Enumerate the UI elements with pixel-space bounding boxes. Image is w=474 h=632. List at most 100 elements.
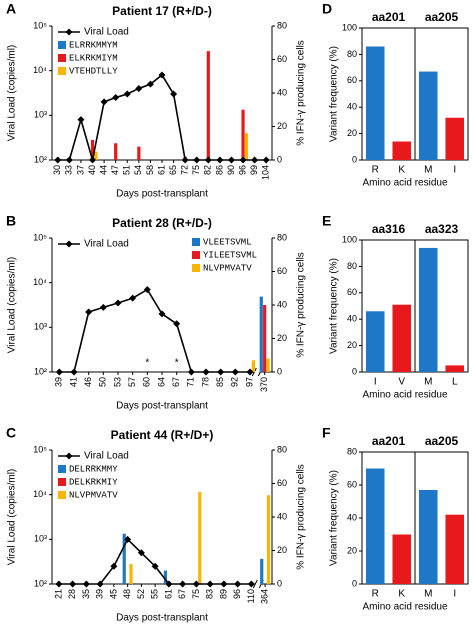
bar (445, 365, 465, 372)
panel-letter: F (322, 425, 331, 441)
x-tick-label: 61 (156, 165, 166, 175)
bar (445, 117, 465, 160)
y2-tick-label: 80 (277, 20, 287, 30)
y-axis-label: Variant frequency (%) (329, 46, 340, 142)
legend-swatch (58, 491, 66, 499)
x-tick-label: M (424, 165, 432, 176)
line-marker (170, 90, 178, 98)
legend-swatch (58, 465, 66, 473)
y-axis-label: Viral Load (copies/ml) (7, 469, 18, 566)
group-label: aa205 (425, 434, 459, 448)
line-marker (246, 368, 254, 376)
line-marker (151, 562, 159, 570)
bar (244, 133, 249, 160)
x-tick-label: K (398, 165, 405, 176)
line-marker (165, 580, 173, 588)
y-tick-label: 10⁵ (33, 20, 47, 30)
x-tick-label: 45 (108, 589, 118, 599)
line-marker (217, 368, 225, 376)
x-tick-label: 75 (191, 589, 201, 599)
legend-swatch (192, 264, 200, 272)
legend-marker (65, 28, 73, 36)
legend-label: YILEETSVML (203, 250, 257, 260)
line-marker (77, 116, 85, 124)
bar (94, 151, 98, 160)
y2-tick-label: 80 (277, 444, 287, 454)
bar (137, 146, 141, 160)
y-tick-label: 0 (352, 366, 357, 376)
bar (90, 139, 95, 160)
x-tick-label: 39 (54, 377, 64, 387)
x-tick-label: I (453, 589, 456, 600)
x-tick-label: 72 (180, 165, 190, 175)
bar (418, 247, 438, 372)
y-axis-label: Variant frequency (%) (329, 258, 340, 354)
y-tick-label: 40 (347, 512, 357, 522)
bar (260, 558, 264, 584)
bar (206, 51, 210, 160)
x-tick-label: 64 (156, 377, 166, 387)
x-tick-label: 89 (218, 589, 228, 599)
line-marker (89, 156, 97, 164)
y-tick-label: 60 (347, 479, 357, 489)
y2-tick-label: 20 (277, 121, 287, 131)
line-marker (114, 299, 122, 307)
x-tick-label: 50 (98, 377, 108, 387)
y-tick-label: 40 (347, 314, 357, 324)
x-tick-label: 99 (249, 165, 259, 175)
line-marker (112, 94, 120, 102)
chart-title: Patient 17 (R+/D-) (112, 4, 212, 18)
bar (241, 109, 245, 160)
y-tick-label: 10³ (34, 534, 47, 544)
legend-label: Viral Load (84, 27, 129, 38)
y-tick-label: 0 (352, 154, 357, 164)
bar (266, 358, 270, 372)
x-tick-label: 35 (81, 589, 91, 599)
line (57, 73, 267, 161)
line-marker (135, 84, 143, 92)
line-marker (54, 156, 62, 164)
x-tick-label: 83 (205, 589, 215, 599)
y-tick-label: 10⁵ (33, 444, 47, 454)
legend-swatch (58, 67, 66, 75)
x-tick-label: 96 (232, 589, 242, 599)
line-marker (192, 580, 200, 588)
legend-swatch (192, 238, 200, 246)
annotation: * (145, 358, 149, 369)
line-marker (262, 156, 270, 164)
line-marker (85, 308, 93, 316)
x-tick-label: 47 (110, 165, 120, 175)
bar (251, 360, 255, 372)
y-axis-label: Variant frequency (%) (329, 470, 340, 566)
x-tick-label: 71 (186, 377, 196, 387)
x-tick-label: R (372, 165, 379, 176)
line-marker (216, 156, 224, 164)
x-tick-label: 58 (145, 165, 155, 175)
line-marker (123, 90, 131, 98)
line-marker (100, 98, 108, 106)
line-marker (124, 535, 132, 543)
line (58, 538, 252, 585)
x-tick-label: 33 (64, 165, 74, 175)
y2-tick-label: 40 (277, 87, 287, 97)
y-tick-label: 80 (347, 446, 357, 456)
x-tick-label: 364 (260, 589, 270, 604)
x-axis-label: Days post-transplant (116, 613, 208, 624)
x-tick-label: V (398, 377, 405, 388)
x-axis-label: Amino acid residue (362, 178, 447, 189)
x-tick-label: 370 (259, 377, 269, 392)
legend-label: NLVPMVATV (69, 490, 118, 500)
x-tick-label: 57 (127, 377, 137, 387)
legend-marker (65, 240, 73, 248)
legend-label: DELKRKMIY (69, 477, 118, 487)
y2-tick-label: 40 (277, 511, 287, 521)
x-tick-label: M (424, 589, 432, 600)
x-tick-label: 90 (226, 165, 236, 175)
panel-letter: E (322, 213, 331, 229)
chart-title: Patient 28 (R+/D-) (112, 216, 212, 230)
x-tick-label: 67 (171, 377, 181, 387)
bar (365, 468, 385, 584)
line-marker (181, 156, 189, 164)
y-tick-label: 10² (34, 366, 47, 376)
bar (392, 534, 412, 584)
